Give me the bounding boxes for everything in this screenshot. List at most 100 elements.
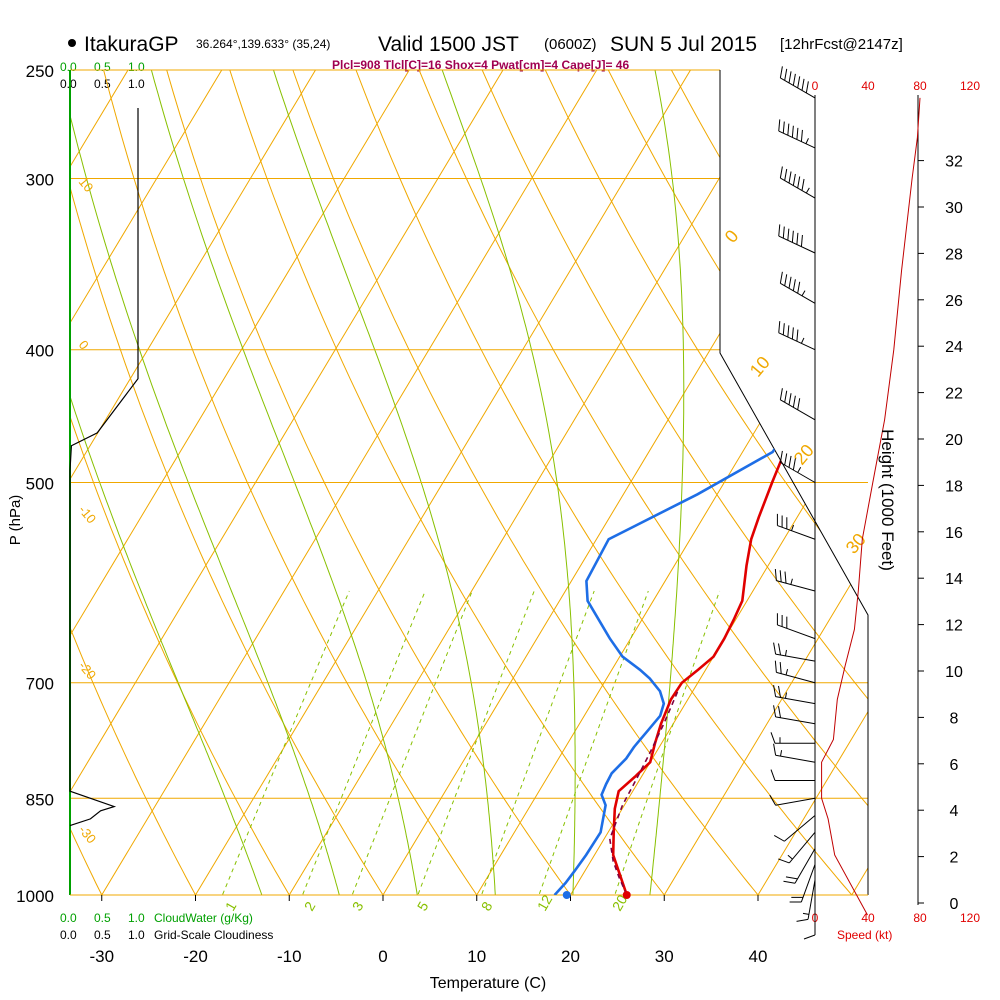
- wind-barb-half-feather: [805, 138, 809, 144]
- wind-barb-feather: [779, 388, 783, 400]
- wind-barb-staff: [807, 879, 816, 920]
- background-lines: [0, 46, 868, 924]
- wind-barb-feather: [800, 129, 803, 142]
- isotherm-line: [70, 70, 425, 895]
- speed-scale-bottom: 0 40 80 120 Speed (kt): [812, 911, 981, 942]
- wind-barb-staff: [775, 696, 816, 705]
- surface-markers: [562, 891, 631, 899]
- wind-barb-half-feather: [784, 649, 787, 656]
- cloudwater-scale-top: 0.0 0.5 1.0: [60, 60, 145, 74]
- y-axis-title: P (hPa): [7, 495, 24, 546]
- wind-barb-feather: [779, 570, 782, 582]
- wind-barb-feather: [788, 393, 792, 405]
- height-tick-label: 0: [950, 896, 959, 913]
- wind-barb-feather: [773, 705, 777, 717]
- wind-barb-feather: [779, 271, 783, 284]
- surface-dewpoint-dot: [562, 891, 571, 899]
- speed-tick: 120: [960, 911, 980, 925]
- wind-barb-feather: [773, 834, 785, 842]
- isotherm-line: [271, 70, 800, 895]
- wind-barb-half-feather: [801, 290, 806, 297]
- height-tick-label: 32: [945, 154, 963, 171]
- dry-adiabat-line: [595, 70, 868, 895]
- wind-barb-feather: [787, 123, 790, 136]
- cloudiness-tick: 0.0: [60, 77, 77, 91]
- wind-barb-feather: [784, 390, 788, 403]
- wind-barb-staff: [777, 525, 816, 540]
- wind-barb-staff: [800, 864, 816, 903]
- temperature-tick-label: 0: [378, 947, 387, 966]
- isotherm-line: [70, 70, 144, 895]
- wind-barb-feather: [782, 121, 785, 134]
- wind-barb-staff: [794, 848, 816, 884]
- wind-barb-staff: [784, 815, 816, 842]
- dry-adiabat-line: [97, 70, 498, 895]
- height-tick-label: 8: [950, 710, 959, 727]
- speed-scale-top: 0 40 80 120: [812, 79, 981, 93]
- cloudiness-profile: [69, 108, 139, 827]
- isotherm-label: 10: [746, 352, 774, 380]
- wind-barb-feather: [791, 125, 794, 138]
- wind-barb-feather: [779, 450, 783, 463]
- height-tick-label: 30: [945, 200, 963, 217]
- isotherm-line: [83, 70, 612, 895]
- dry-adiabat-line: [284, 70, 783, 895]
- cloudiness-line: [69, 108, 139, 827]
- wind-barbs: [769, 66, 816, 940]
- indices-line: Plcl=908 Tlcl[C]=16 Shox=4 Pwat[cm]=4 Ca…: [332, 58, 629, 72]
- wind-barb-half-feather: [805, 187, 810, 194]
- moist-adiabat-line: [646, 70, 685, 895]
- wind-speed-line: [821, 97, 921, 916]
- wind-barb-half-feather: [802, 912, 810, 915]
- isotherm-line: [833, 70, 868, 895]
- mixing-ratio-label: 12: [534, 892, 556, 914]
- height-axis-title: Height (1000 Feet): [878, 429, 897, 571]
- cloudiness-tick: 0.5: [94, 928, 111, 942]
- pressure-tick-label: 500: [26, 475, 54, 494]
- moist-adiabat-line: [144, 70, 423, 895]
- speed-tick: 40: [861, 911, 875, 925]
- wind-barb-half-feather: [787, 854, 793, 860]
- mixing-ratio-line: [340, 590, 473, 895]
- isotherm-line: [177, 70, 706, 895]
- height-tick-label: 24: [945, 339, 963, 356]
- wind-barb-feather: [774, 660, 777, 673]
- speed-tick: 40: [861, 79, 875, 93]
- height-tick-label: 4: [950, 803, 959, 820]
- dry-adiabat-line: [221, 70, 688, 895]
- dry-adiabat-line: [471, 70, 868, 895]
- pressure-tick-label: 850: [26, 790, 54, 809]
- isotherm-label: 10: [76, 174, 97, 195]
- cloudwater-tick: 0.5: [94, 911, 111, 925]
- mixing-ratio-line: [406, 590, 535, 895]
- cloudiness-scale-bottom: 0.0 0.5 1.0 Grid-Scale Cloudiness: [60, 928, 273, 942]
- dry-adiabat-line: [845, 70, 868, 895]
- cloudiness-scale-top: 0.0 0.5 1.0: [60, 77, 145, 91]
- wind-barb-staff: [776, 671, 816, 684]
- forecast-label: [12hrFcst@2147z]: [780, 36, 903, 53]
- cloudiness-tick: 0.0: [60, 928, 77, 942]
- dry-adiabat-line: [346, 70, 868, 895]
- cloudwater-label: CloudWater (g/Kg): [154, 911, 253, 925]
- right-frame-line: [719, 70, 869, 895]
- wind-barb-feather: [779, 661, 782, 674]
- wind-barb-half-feather: [790, 578, 793, 585]
- height-tick-label: 2: [950, 850, 959, 867]
- wind-barb-feather: [774, 568, 777, 581]
- cloudwater-tick: 0.0: [60, 60, 77, 74]
- wind-barb-feather: [782, 226, 785, 239]
- wind-barb-half-feather: [800, 337, 805, 344]
- height-tick-label: 6: [950, 757, 959, 774]
- wind-barb-feather: [805, 81, 809, 93]
- wind-barb-feather: [770, 732, 776, 744]
- wind-speed-panel: [814, 95, 921, 916]
- valid-main: Valid 1500 JST: [378, 33, 519, 56]
- temperature-tick-label: 40: [749, 947, 768, 966]
- temperature-tick-label: -10: [277, 947, 302, 966]
- wind-barb-feather: [797, 281, 801, 294]
- speed-tick: 80: [913, 911, 927, 925]
- wind-barb-feather: [796, 232, 799, 245]
- wind-barb-feather: [784, 168, 788, 181]
- dry-adiabat-line: [0, 46, 21, 924]
